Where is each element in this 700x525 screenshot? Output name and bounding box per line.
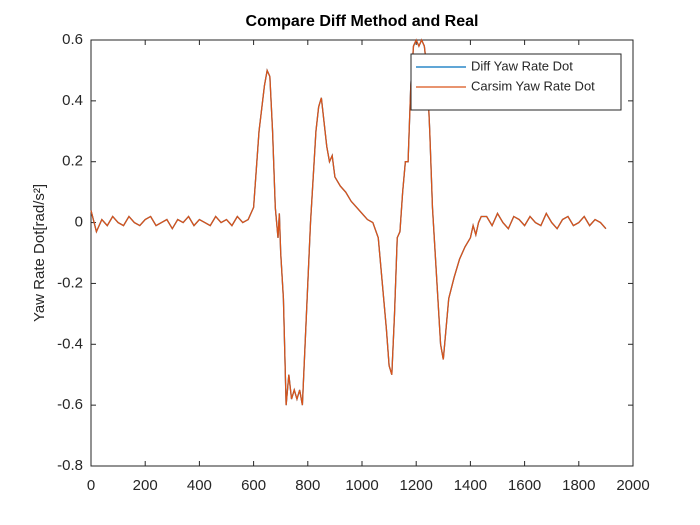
x-tick-label: 800 bbox=[295, 477, 320, 494]
y-tick-label: -0.8 bbox=[57, 457, 83, 474]
y-tick-label: 0.4 bbox=[62, 92, 83, 109]
legend-box bbox=[410, 53, 622, 111]
y-axis-label: Yaw Rate Dot[rad/s²] bbox=[31, 184, 48, 322]
x-tick-label: 1800 bbox=[562, 477, 595, 494]
x-tick-label: 400 bbox=[187, 477, 212, 494]
y-tick-label: 0.6 bbox=[62, 31, 83, 48]
legend-label: Diff Yaw Rate Dot bbox=[471, 58, 573, 73]
x-tick-label: 200 bbox=[133, 477, 158, 494]
x-tick-label: 1000 bbox=[345, 477, 378, 494]
chart-title: Compare Diff Method and Real bbox=[246, 13, 479, 30]
legend-label: Carsim Yaw Rate Dot bbox=[471, 78, 595, 93]
y-tick-label: 0 bbox=[75, 214, 83, 231]
x-tick-label: 1400 bbox=[454, 477, 487, 494]
x-tick-label: 0 bbox=[87, 477, 95, 494]
y-tick-label: -0.4 bbox=[57, 335, 83, 352]
y-tick-label: -0.2 bbox=[57, 274, 83, 291]
x-tick-label: 600 bbox=[241, 477, 266, 494]
y-tick-label: -0.6 bbox=[57, 396, 83, 413]
data-line bbox=[90, 38, 607, 406]
x-tick-label: 2000 bbox=[616, 477, 649, 494]
plot-area bbox=[90, 39, 634, 467]
y-tick-label: 0.2 bbox=[62, 153, 83, 170]
x-tick-label: 1600 bbox=[508, 477, 541, 494]
x-tick-label: 1200 bbox=[400, 477, 433, 494]
